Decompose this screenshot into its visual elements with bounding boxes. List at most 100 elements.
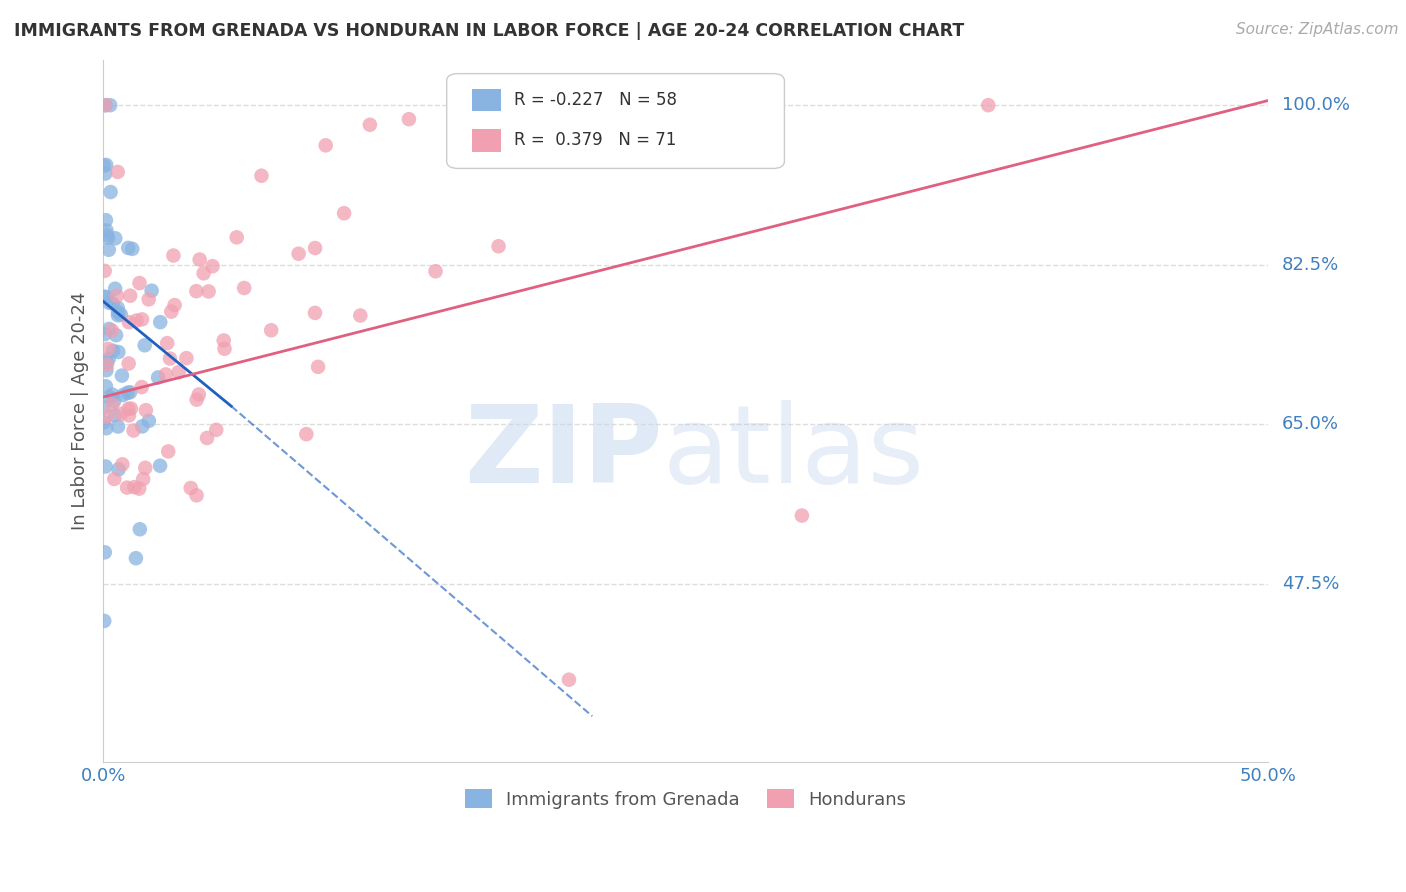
Point [201,259,224,273]
Point [425,264,447,278]
Point [112,388,135,402]
Text: IMMIGRANTS FROM GRENADA VS HONDURAN IN LABOR FORCE | AGE 20-24 CORRELATION CHART: IMMIGRANTS FROM GRENADA VS HONDURAN IN L… [14,22,965,40]
Point [304,241,326,255]
Point [101,397,124,411]
Point [97,351,120,366]
Point [187,387,209,401]
Point [103,393,125,408]
Point [134,338,156,352]
Text: ZIP: ZIP [464,400,662,506]
Point [120,401,142,416]
Point [135,403,157,417]
Point [94,545,117,559]
Point [214,342,236,356]
Point [93,289,115,303]
Point [94,98,117,112]
Point [131,380,153,394]
Point [155,368,177,382]
Point [103,472,125,486]
Point [93,264,115,278]
Point [117,241,139,255]
FancyBboxPatch shape [447,74,785,169]
Point [790,508,813,523]
Point [93,415,115,429]
Point [149,458,172,473]
Point [304,306,326,320]
Point [100,185,122,199]
Point [117,385,139,400]
Point [149,315,172,329]
Point [94,213,117,227]
Point [96,290,118,304]
Point [225,230,247,244]
Point [186,488,208,502]
Point [212,334,235,348]
Point [105,328,128,343]
Point [295,427,318,442]
Point [96,158,118,172]
Point [157,444,180,458]
Point [118,315,141,329]
Point [110,308,132,322]
Point [97,342,120,356]
Point [94,98,117,112]
Point [977,98,1000,112]
Point [111,368,134,383]
Text: R =  0.379   N = 71: R = 0.379 N = 71 [515,131,676,150]
Point [134,460,156,475]
Point [125,313,148,327]
Point [260,323,283,337]
Point [205,423,228,437]
Text: Source: ZipAtlas.com: Source: ZipAtlas.com [1236,22,1399,37]
Point [121,242,143,256]
Point [96,409,118,424]
Point [97,243,120,257]
Point [94,167,117,181]
Point [98,98,121,112]
Text: 82.5%: 82.5% [1282,256,1339,274]
Point [98,295,121,310]
Point [141,284,163,298]
Point [105,289,128,303]
Point [96,355,118,369]
Point [101,343,124,358]
Point [197,285,219,299]
Point [94,379,117,393]
Point [398,112,420,127]
Point [117,401,139,416]
Point [120,385,142,400]
Bar [472,129,502,152]
Point [101,387,124,401]
Point [167,365,190,379]
Legend: Immigrants from Grenada, Hondurans: Immigrants from Grenada, Hondurans [457,782,914,816]
Point [107,165,129,179]
Point [107,308,129,322]
Point [307,359,329,374]
Point [104,282,127,296]
Point [250,169,273,183]
Point [96,358,118,372]
Point [128,522,150,536]
Point [93,327,115,342]
Point [96,363,118,377]
Point [233,281,256,295]
Point [193,266,215,280]
Point [93,401,115,415]
Point [120,288,142,302]
Point [101,296,124,310]
Point [333,206,356,220]
Point [96,421,118,435]
Point [359,118,381,132]
Point [349,309,371,323]
Point [125,551,148,566]
Point [98,322,121,336]
Point [162,248,184,262]
Point [122,424,145,438]
Point [131,312,153,326]
Y-axis label: In Labor Force | Age 20-24: In Labor Force | Age 20-24 [72,292,89,530]
Point [128,276,150,290]
Point [180,481,202,495]
Point [111,458,134,472]
Text: 65.0%: 65.0% [1282,416,1339,434]
Point [96,223,118,237]
